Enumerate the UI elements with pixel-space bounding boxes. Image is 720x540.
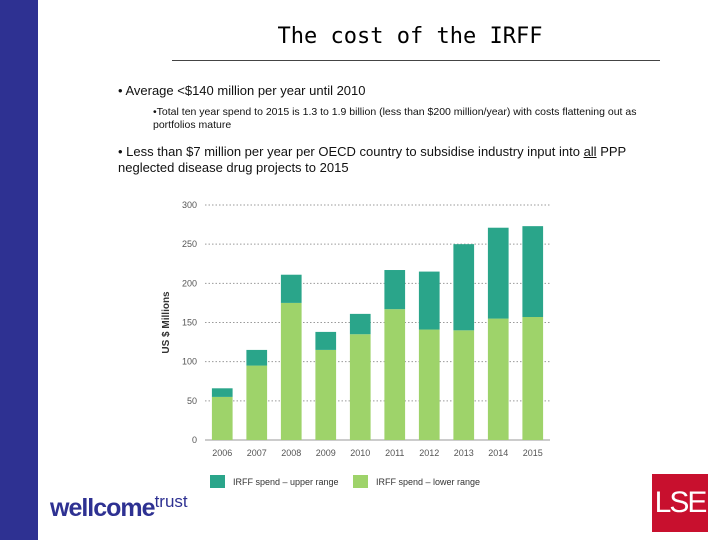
bar-upper-range <box>280 274 302 303</box>
y-axis-label: US $ Millions <box>161 291 172 354</box>
y-tick-label: 50 <box>187 396 197 406</box>
y-tick-label: 300 <box>182 200 197 210</box>
x-tick-label: 2008 <box>281 448 301 458</box>
slide-sidebar <box>0 0 38 540</box>
bar-lower-range <box>487 318 509 440</box>
x-tick-label: 2007 <box>247 448 267 458</box>
bar-lower-range <box>349 334 371 440</box>
bullet-oecd-text-2: PPP neglected disease drug projects to 2… <box>118 144 626 175</box>
bar-upper-range <box>487 227 509 319</box>
bar-lower-range <box>384 309 406 440</box>
legend-swatch <box>210 475 225 488</box>
legend-swatch <box>353 475 368 488</box>
bar-lower-range <box>211 396 233 440</box>
bar-upper-range <box>246 349 268 366</box>
bar-upper-range <box>418 271 440 330</box>
legend-label: IRFF spend – upper range <box>233 477 339 487</box>
bar-lower-range <box>280 302 302 440</box>
bullet-average: • Average <$140 million per year until 2… <box>118 83 366 98</box>
x-tick-label: 2014 <box>488 448 508 458</box>
bullet-oecd-text-1: • Less than $7 million per year per OECD… <box>118 144 584 159</box>
bar-upper-range <box>522 226 544 318</box>
bar-upper-range <box>211 388 233 397</box>
bar-upper-range <box>349 313 371 335</box>
y-tick-label: 200 <box>182 278 197 288</box>
lse-logo: LSE <box>652 474 708 532</box>
x-tick-label: 2010 <box>350 448 370 458</box>
bar-lower-range <box>418 329 440 440</box>
bullet-total-spend: •Total ten year spend to 2015 is 1.3 to … <box>153 106 637 131</box>
wellcome-logo-main: wellcome <box>50 494 156 522</box>
legend-label: IRFF spend – lower range <box>376 477 480 487</box>
slide-title: The cost of the IRFF <box>277 24 543 49</box>
bullet-oecd: • Less than $7 million per year per OECD… <box>118 144 648 176</box>
title-divider <box>172 60 660 61</box>
bar-upper-range <box>384 270 406 310</box>
x-tick-label: 2013 <box>454 448 474 458</box>
x-tick-label: 2009 <box>316 448 336 458</box>
wellcome-logo-super: trust <box>154 492 188 511</box>
bar-lower-range <box>522 317 544 440</box>
bar-lower-range <box>246 365 268 440</box>
x-tick-label: 2011 <box>385 448 404 458</box>
y-tick-label: 250 <box>182 239 197 249</box>
y-tick-label: 0 <box>192 435 197 445</box>
bar-lower-range <box>453 330 475 440</box>
x-tick-label: 2006 <box>212 448 232 458</box>
bar-upper-range <box>315 331 337 350</box>
bullet-oecd-underlined: all <box>583 144 597 159</box>
bar-upper-range <box>453 244 475 331</box>
x-tick-label: 2012 <box>419 448 439 458</box>
irff-cost-chart: 0 50 100 150 200 250 300 US $ Millions 2006 2007 2… <box>161 200 550 488</box>
x-tick-label: 2015 <box>523 448 543 458</box>
wellcome-trust-logo: wellcometrust <box>50 492 188 523</box>
y-tick-label: 150 <box>182 318 197 328</box>
y-tick-label: 100 <box>182 357 197 367</box>
bar-lower-range <box>315 349 337 440</box>
